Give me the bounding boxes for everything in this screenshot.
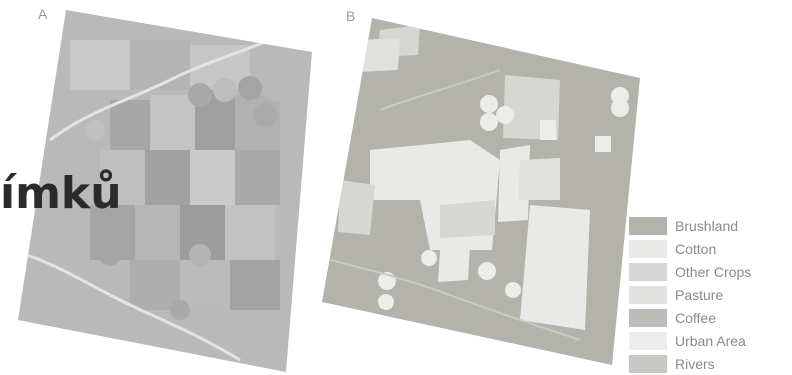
land-use-map-panel-b xyxy=(322,18,640,365)
pasture-areas xyxy=(358,38,560,200)
legend-item-coffee: Coffee xyxy=(629,309,789,327)
coffee-swatch xyxy=(629,309,667,327)
legend-item-cotton: Cotton xyxy=(629,240,789,258)
pasture-swatch xyxy=(629,286,667,304)
legend-label: Other Crops xyxy=(675,264,752,280)
panel-a-label: A xyxy=(38,6,48,22)
legend-item-urban-area: Urban Area xyxy=(629,332,789,350)
cotton-swatch xyxy=(629,240,667,258)
center-pivot-circles-a xyxy=(85,76,287,320)
overlay-heading-fragment: ímků xyxy=(0,168,122,219)
legend-item-other-crops: Other Crops xyxy=(629,263,789,281)
legend-label: Coffee xyxy=(675,310,716,326)
legend-label: Urban Area xyxy=(675,333,746,349)
brushland-swatch xyxy=(629,217,667,235)
legend-label: Cotton xyxy=(675,241,717,257)
rivers-b xyxy=(329,69,581,341)
urban-areas xyxy=(378,87,629,310)
rivers-swatch xyxy=(629,355,667,373)
legend-label: Rivers xyxy=(675,356,715,372)
urban-area-swatch xyxy=(629,332,667,350)
legend-label: Pasture xyxy=(675,287,724,303)
panel-b-label: B xyxy=(346,8,356,24)
satellite-image-panel-a xyxy=(18,10,312,372)
legend-item-brushland: Brushland xyxy=(629,217,789,235)
legend-item-rivers: Rivers xyxy=(629,355,789,373)
legend-item-pasture: Pasture xyxy=(629,286,789,304)
other-crops-swatch xyxy=(629,263,667,281)
satellite-field-grid xyxy=(70,40,280,310)
legend-label: Brushland xyxy=(675,218,739,234)
